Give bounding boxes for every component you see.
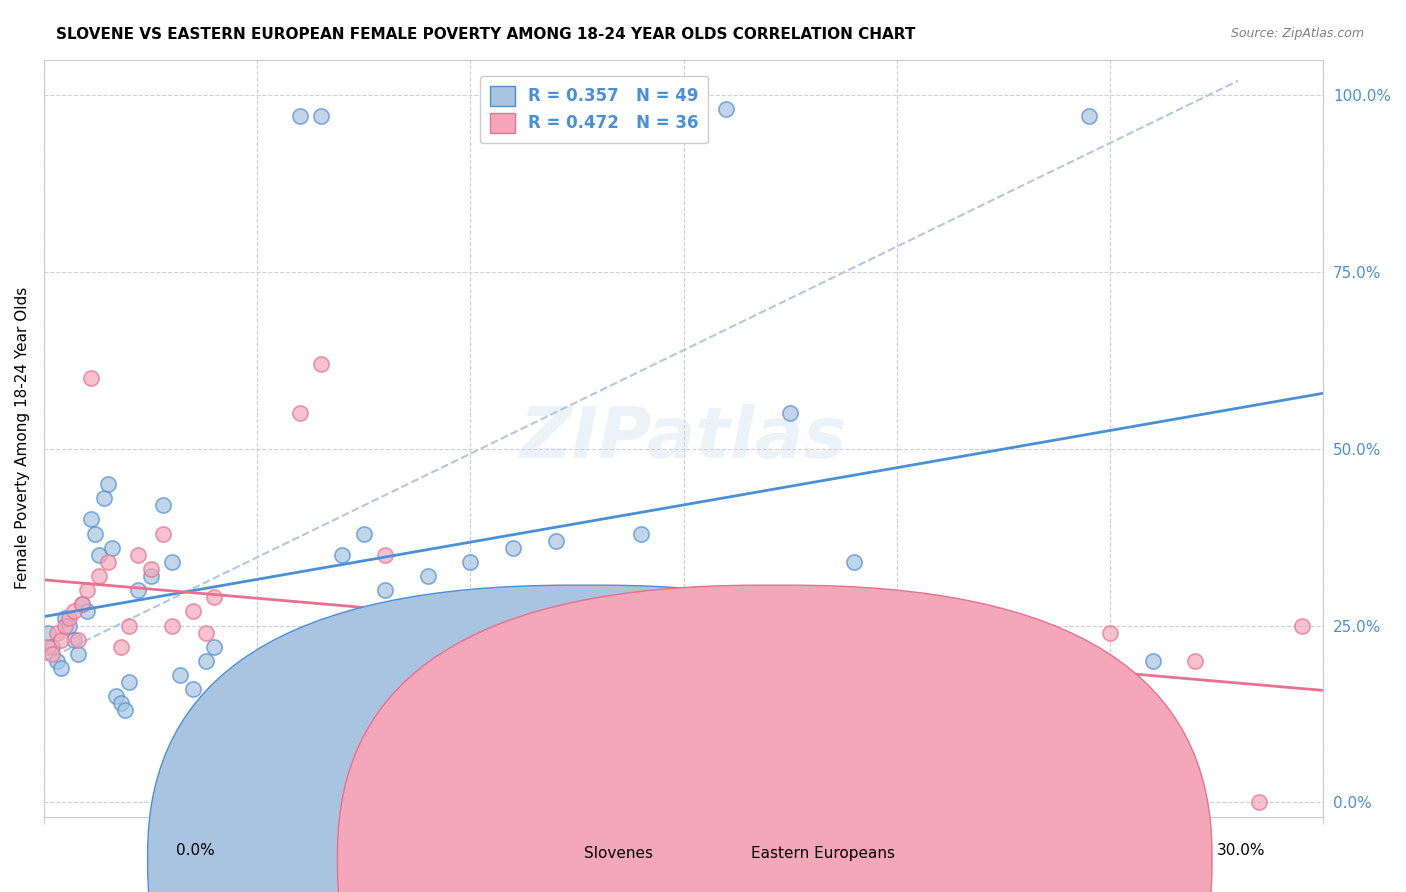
Point: [416, 618, 439, 632]
Point: [127, 548, 149, 562]
Point: [53, 618, 76, 632]
Point: [194, 625, 217, 640]
Point: [66, 647, 89, 661]
Point: [49, 632, 72, 647]
Point: [374, 583, 396, 598]
Legend: R = 0.357   N = 49, R = 0.472   N = 36: R = 0.357 N = 49, R = 0.472 N = 36: [479, 76, 709, 143]
Point: [160, 555, 183, 569]
Point: [416, 569, 439, 583]
Point: [267, 746, 290, 760]
Text: Slovenes: Slovenes: [583, 847, 654, 861]
Point: [194, 654, 217, 668]
Point: [212, 739, 235, 753]
Point: [160, 618, 183, 632]
Point: [225, 710, 247, 724]
Point: [844, 697, 866, 711]
Point: [45, 654, 67, 668]
Point: [58, 611, 80, 625]
Point: [716, 102, 738, 116]
Point: [1142, 654, 1164, 668]
Point: [332, 548, 354, 562]
Point: [309, 109, 332, 123]
Text: ZIPatlas: ZIPatlas: [520, 403, 848, 473]
Point: [89, 548, 111, 562]
Point: [49, 661, 72, 675]
Point: [110, 697, 132, 711]
Point: [309, 357, 332, 371]
Point: [62, 632, 84, 647]
Point: [353, 526, 375, 541]
Point: [502, 640, 524, 654]
Point: [204, 591, 226, 605]
Point: [118, 675, 141, 690]
Point: [374, 548, 396, 562]
Point: [76, 583, 98, 598]
Point: [62, 604, 84, 618]
Point: [181, 604, 204, 618]
Point: [779, 406, 801, 420]
Point: [97, 477, 120, 491]
Point: [928, 682, 950, 697]
Point: [716, 668, 738, 682]
Point: [246, 724, 269, 739]
Point: [1014, 640, 1036, 654]
Point: [460, 555, 482, 569]
Point: [58, 618, 80, 632]
Point: [288, 109, 311, 123]
Point: [84, 526, 107, 541]
Point: [288, 406, 311, 420]
Point: [97, 555, 120, 569]
Point: [105, 690, 128, 704]
Point: [41, 640, 63, 654]
Point: [127, 583, 149, 598]
Point: [80, 371, 103, 385]
Point: [152, 526, 174, 541]
Point: [72, 597, 94, 611]
Point: [80, 512, 103, 526]
Point: [181, 682, 204, 697]
Point: [37, 625, 59, 640]
Point: [93, 491, 115, 506]
Point: [169, 668, 191, 682]
Point: [502, 541, 524, 555]
Text: Source: ZipAtlas.com: Source: ZipAtlas.com: [1230, 27, 1364, 40]
Text: 0.0%: 0.0%: [176, 843, 215, 858]
Point: [928, 625, 950, 640]
Point: [41, 647, 63, 661]
Point: [1014, 640, 1036, 654]
Point: [114, 703, 136, 717]
Point: [139, 562, 162, 576]
Point: [844, 555, 866, 569]
Point: [53, 611, 76, 625]
Text: Eastern Europeans: Eastern Europeans: [751, 847, 894, 861]
Point: [139, 569, 162, 583]
Point: [544, 533, 567, 548]
Point: [89, 569, 111, 583]
Point: [45, 625, 67, 640]
Point: [1099, 625, 1122, 640]
Point: [101, 541, 124, 555]
Text: SLOVENE VS EASTERN EUROPEAN FEMALE POVERTY AMONG 18-24 YEAR OLDS CORRELATION CHA: SLOVENE VS EASTERN EUROPEAN FEMALE POVER…: [56, 27, 915, 42]
Point: [72, 597, 94, 611]
Y-axis label: Female Poverty Among 18-24 Year Olds: Female Poverty Among 18-24 Year Olds: [15, 287, 30, 590]
Point: [66, 632, 89, 647]
Point: [118, 618, 141, 632]
Text: 30.0%: 30.0%: [1218, 843, 1265, 858]
Point: [588, 675, 610, 690]
Point: [1184, 654, 1206, 668]
Point: [1291, 618, 1313, 632]
Point: [630, 526, 652, 541]
Point: [76, 604, 98, 618]
Point: [204, 640, 226, 654]
Point: [1077, 109, 1099, 123]
Point: [152, 498, 174, 512]
Point: [37, 640, 59, 654]
Point: [1249, 796, 1271, 810]
Point: [110, 640, 132, 654]
